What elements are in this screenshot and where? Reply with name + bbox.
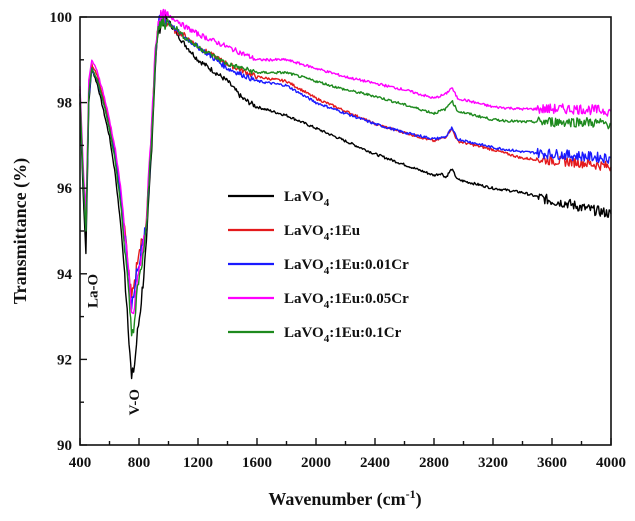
series-line-2 [79,11,612,299]
y-tick-label: 96 [57,181,73,197]
legend-label: LaVO4:1Eu [284,223,360,243]
x-tick-label: 1600 [242,455,272,471]
x-tick-label: 400 [69,455,92,471]
annotations: La-O V-O [86,274,143,416]
x-tick-label: 800 [128,455,151,471]
y-tick-label: 100 [50,10,73,26]
series-line-4 [79,8,612,315]
series-group [79,8,612,380]
annotation-label: V-O [127,389,143,415]
y-tick-label: 90 [57,438,72,454]
x-tick-label: 2000 [301,455,331,471]
series-line-5 [79,17,612,337]
y-axis: 90 92 94 96 98 100 [50,10,87,454]
legend-label: LaVO4:1Eu:0.05Cr [284,291,409,311]
legend-label: LaVO4:1Eu:0.01Cr [284,257,409,277]
x-tick-label: 2800 [419,455,449,471]
legend-label: LaVO4:1Eu:0.1Cr [284,325,402,345]
legend: LaVO4 LaVO4:1Eu LaVO4:1Eu:0.01Cr LaVO4:1Eu:… [228,189,409,345]
y-tick-label: 94 [57,267,73,283]
y-tick-label: 92 [57,352,72,368]
x-tick-label: 1200 [183,455,213,471]
x-axis: 400 800 1200 1600 2000 2400 2800 3200 3600 4000 [69,438,626,471]
x-tick-label: 3600 [537,455,567,471]
y-tick-label: 98 [57,96,72,112]
annotation-label: La-O [86,274,102,308]
x-tick-label: 2400 [360,455,390,471]
series-line-1 [79,11,612,380]
x-tick-label: 4000 [596,455,626,471]
y-axis-title: Transmittance (%) [10,158,31,304]
x-axis-title: Wavenumber (cm-1) [268,487,421,510]
legend-label: LaVO4 [284,189,330,209]
x-tick-label: 3200 [478,455,508,471]
